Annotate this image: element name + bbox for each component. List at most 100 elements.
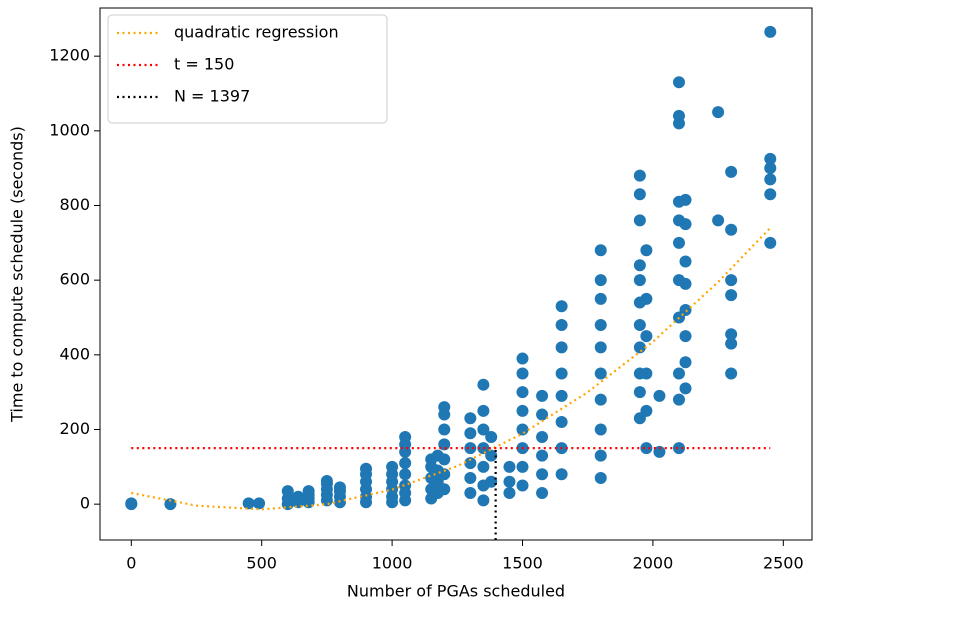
point [764, 152, 777, 165]
point [633, 341, 646, 354]
y-tick-label: 800 [59, 195, 90, 214]
point [633, 386, 646, 399]
point [292, 490, 305, 503]
point [594, 449, 607, 462]
point [516, 479, 529, 492]
point [679, 356, 692, 369]
point [640, 442, 653, 455]
point [725, 165, 738, 178]
point [764, 173, 777, 186]
point [438, 423, 451, 436]
y-tick-label: 0 [80, 494, 90, 513]
point [679, 382, 692, 395]
x-tick-label: 0 [126, 554, 136, 573]
point [764, 188, 777, 201]
point [653, 445, 666, 458]
point [516, 460, 529, 473]
point [640, 292, 653, 305]
point [555, 367, 568, 380]
point [764, 236, 777, 249]
y-tick-label: 200 [59, 419, 90, 438]
point [242, 497, 255, 510]
point [594, 423, 607, 436]
point [516, 423, 529, 436]
legend-label: quadratic regression [174, 23, 339, 42]
point [633, 214, 646, 227]
point [477, 494, 490, 507]
point [536, 486, 549, 499]
point [536, 408, 549, 421]
point [594, 393, 607, 406]
point [640, 244, 653, 257]
point [725, 367, 738, 380]
x-tick-label: 1000 [372, 554, 413, 573]
legend-box [107, 14, 388, 124]
point [594, 318, 607, 331]
point [555, 468, 568, 481]
point [594, 341, 607, 354]
point [594, 244, 607, 257]
point [399, 468, 412, 481]
point [503, 460, 516, 473]
point [633, 259, 646, 272]
point [503, 475, 516, 488]
point [555, 416, 568, 429]
point [477, 404, 490, 417]
point [477, 460, 490, 473]
point [725, 328, 738, 341]
legend-label: N = 1397 [174, 87, 250, 106]
point [536, 468, 549, 481]
point [360, 462, 373, 475]
point [281, 485, 294, 498]
point [253, 497, 266, 510]
line [131, 227, 772, 511]
point [712, 214, 725, 227]
point [438, 453, 451, 466]
x-tick-label: 1500 [502, 554, 543, 573]
point [764, 162, 777, 175]
point [320, 475, 333, 488]
point [516, 404, 529, 417]
point [464, 472, 477, 485]
point [536, 449, 549, 462]
point [594, 292, 607, 305]
y-tick-label: 400 [59, 344, 90, 363]
y-tick-label: 600 [59, 270, 90, 289]
legend-label: t = 150 [174, 55, 234, 74]
point [764, 25, 777, 38]
point [464, 412, 477, 425]
point [485, 449, 498, 462]
point [438, 401, 451, 414]
point [438, 468, 451, 481]
point [333, 481, 346, 494]
point [633, 318, 646, 331]
point [594, 472, 607, 485]
point [464, 442, 477, 455]
point [679, 255, 692, 268]
point [725, 223, 738, 236]
point [725, 337, 738, 350]
x-tick-label: 500 [246, 554, 277, 573]
point [485, 475, 498, 488]
point [672, 367, 685, 380]
point [464, 457, 477, 470]
point [640, 404, 653, 417]
y-tick-label: 1200 [49, 46, 90, 65]
point [672, 236, 685, 249]
point [399, 430, 412, 443]
point [640, 330, 653, 343]
point [679, 277, 692, 290]
point [125, 497, 138, 510]
point [679, 330, 692, 343]
point [464, 427, 477, 440]
point [653, 389, 666, 402]
point [516, 367, 529, 380]
x-tick-label: 2000 [633, 554, 674, 573]
point [386, 460, 399, 473]
point [725, 289, 738, 302]
point [477, 423, 490, 436]
point [712, 106, 725, 119]
point [555, 318, 568, 331]
point [464, 486, 477, 499]
